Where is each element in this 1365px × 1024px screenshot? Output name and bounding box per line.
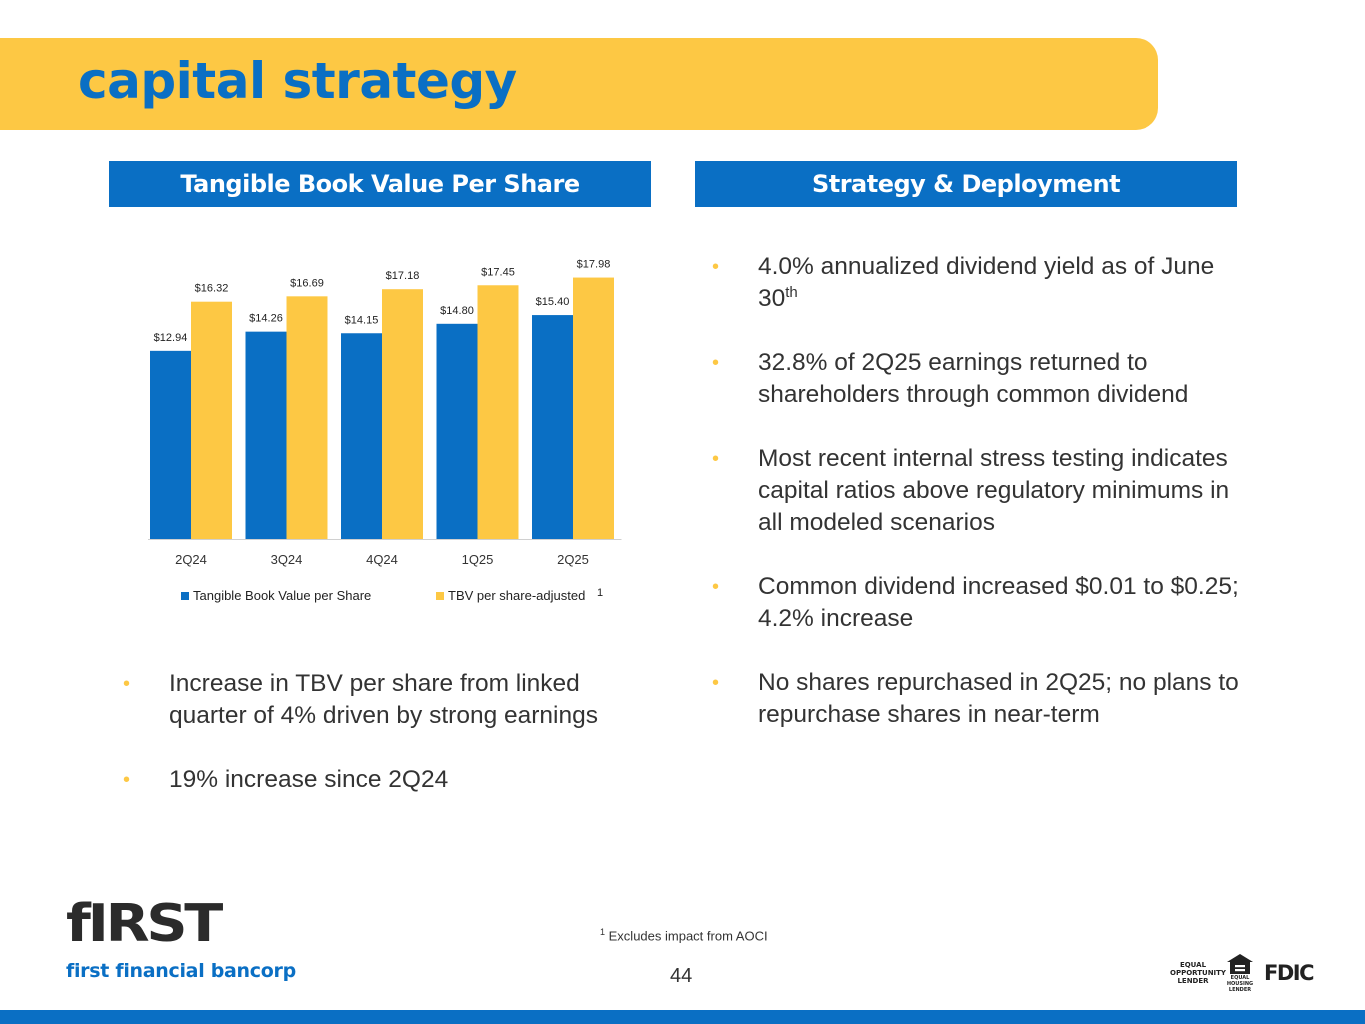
page-number: 44 <box>670 965 693 987</box>
equal-housing-lender-text: EQUAL HOUSING LENDER <box>1226 975 1254 993</box>
x-tick-label: 3Q24 <box>271 552 303 567</box>
bar-tbv-3q24 <box>245 331 287 539</box>
data-label: $16.69 <box>290 277 324 289</box>
logo-subtitle: first financial bancorp <box>66 960 296 982</box>
equal-housing-lender-badge: EQUAL HOUSING LENDER <box>1222 953 1258 993</box>
tbv-bullet-list: • Increase in TBV per share from linked q… <box>109 668 649 828</box>
bar-tbv-4q24 <box>341 333 382 539</box>
list-item: • 19% increase since 2Q24 <box>109 764 649 796</box>
bar-tbv-2q24 <box>150 350 191 539</box>
legend-swatch-tbv-adjusted <box>436 592 444 600</box>
fdic-logo: FDIC <box>1264 961 1315 985</box>
company-logo: fIRST first financial bancorp <box>66 896 296 982</box>
house-icon <box>1227 954 1253 974</box>
bar-tbv-2q25 <box>532 315 573 539</box>
list-item: • 4.0% annualized dividend yield as of Ju… <box>698 251 1248 315</box>
equal-opportunity-lender-text: EQUAL OPPORTUNITY LENDER <box>1170 961 1227 985</box>
regulatory-logos: EQUAL OPPORTUNITY LENDER EQUAL HOUSING L… <box>1170 953 1315 993</box>
list-item: • No shares repurchased in 2Q25; no plans… <box>698 667 1248 731</box>
list-item: • 32.8% of 2Q25 earnings returned to shar… <box>698 347 1248 411</box>
bullet-text: Increase in TBV per share from linked qu… <box>169 670 598 729</box>
data-label: $17.18 <box>386 270 420 282</box>
bullet-dot-icon: • <box>712 352 720 374</box>
bullet-text: Common dividend increased $0.01 to $0.25… <box>758 573 1239 632</box>
logo-wordmark: fIRST <box>66 894 223 954</box>
data-label: $15.40 <box>536 296 570 308</box>
bullet-text: 32.8% of 2Q25 earnings returned to share… <box>758 349 1189 408</box>
bullet-dot-icon: • <box>123 769 131 791</box>
footnote-mark: 1 <box>600 927 606 937</box>
page-title: capital strategy <box>78 52 517 110</box>
data-label: $17.45 <box>481 266 515 278</box>
bullet-text: Most recent internal stress testing indi… <box>758 445 1230 536</box>
legend-superscript: 1 <box>597 587 603 599</box>
bar-tbv-adjusted-2q24 <box>191 301 232 539</box>
x-tick-label: 4Q24 <box>366 552 398 567</box>
data-label: $14.26 <box>249 313 283 325</box>
title-band <box>0 38 1158 130</box>
data-label: $14.15 <box>345 314 379 326</box>
strategy-section-header: Strategy & Deployment <box>695 161 1237 207</box>
legend-label-tbv: Tangible Book Value per Share <box>193 588 371 603</box>
bullet-text: 19% increase since 2Q24 <box>169 766 449 793</box>
bullet-dot-icon: • <box>712 672 720 694</box>
list-item: • Increase in TBV per share from linked q… <box>109 668 649 732</box>
bar-tbv-adjusted-1q25 <box>477 285 519 539</box>
legend-swatch-tbv <box>181 592 189 600</box>
bottom-bar <box>0 1010 1365 1024</box>
bullet-dot-icon: • <box>123 673 131 695</box>
data-label: $12.94 <box>154 332 188 344</box>
x-tick-label: 2Q24 <box>175 552 207 567</box>
strategy-bullet-list: • 4.0% annualized dividend yield as of Ju… <box>698 251 1248 763</box>
bullet-dot-icon: • <box>712 448 720 470</box>
bar-tbv-adjusted-3q24 <box>286 296 328 539</box>
data-label: $14.80 <box>440 305 474 317</box>
list-item: • Common dividend increased $0.01 to $0.2… <box>698 571 1248 635</box>
bar-tbv-adjusted-2q25 <box>573 277 614 539</box>
legend-label-tbv-adjusted: TBV per share-adjusted <box>448 588 585 603</box>
tbv-section-header: Tangible Book Value Per Share <box>109 161 651 207</box>
x-tick-label: 1Q25 <box>462 552 494 567</box>
tbv-bar-chart: $12.94 $16.32 2Q24 $14.26 $16.69 3Q24 $14.15 $1… <box>148 259 622 603</box>
superscript: th <box>785 283 798 301</box>
bullet-dot-icon: • <box>712 576 720 598</box>
bar-tbv-adjusted-4q24 <box>382 289 423 539</box>
footnote-text: Excludes impact from AOCI <box>608 928 768 944</box>
bar-tbv-1q25 <box>436 323 478 539</box>
bullet-dot-icon: • <box>712 256 720 278</box>
list-item: • Most recent internal stress testing ind… <box>698 443 1248 539</box>
bullet-text: No shares repurchased in 2Q25; no plans … <box>758 669 1239 728</box>
bullet-text: 4.0% annualized dividend yield as of Jun… <box>758 253 1215 312</box>
x-tick-label: 2Q25 <box>557 552 589 567</box>
data-label: $17.98 <box>577 259 611 271</box>
data-label: $16.32 <box>195 283 229 295</box>
footnote: 1 Excludes impact from AOCI <box>600 927 768 943</box>
